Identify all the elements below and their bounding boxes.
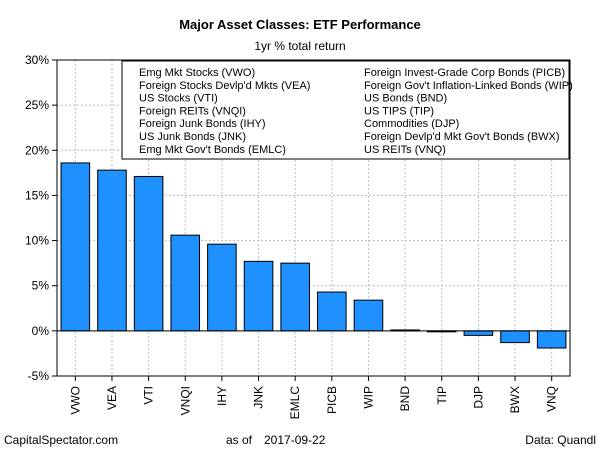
legend-entry: US TIPS (TIP) [364,105,434,117]
bar-ihy [207,243,237,332]
footer-source: CapitalSpectator.com [4,433,118,447]
legend-entry: US Junk Bonds (JNK) [139,131,246,143]
bar-vwo [60,162,91,332]
bar-wip [353,299,384,332]
bar-series [60,162,567,349]
x-tick-label: VNQ [545,386,559,412]
bar-djp [463,330,494,336]
y-tick-label: 10% [25,234,49,248]
bar-vnq [536,330,567,349]
legend: Emg Mkt Stocks (VWO)Foreign Stocks Devlp… [121,60,573,160]
bar-emlc [280,262,310,332]
legend-entry: Commodities (DJP) [364,118,459,130]
x-tick-label: VNQI [178,386,192,415]
legend-entry: Foreign REITs (VNQI) [139,105,246,117]
footer-as-of-date: 2017-09-22 [264,433,326,447]
x-tick-label: VTI [142,386,156,405]
footer-as-of-label: as of [226,433,253,447]
bar-picb [317,291,347,332]
legend-entry: Foreign Devlp'd Mkt Gov't Bonds (BWX) [364,131,560,143]
x-tick-label: VEA [105,386,119,410]
bar-vnqi [170,234,201,332]
x-tick-label: BND [398,386,412,412]
bar-vea [97,169,127,332]
legend-entry: Foreign Gov't Inflation-Linked Bonds (WI… [364,80,573,92]
x-axis: VWO VEA VTI VNQI IHY JNK EMLC PICB WIP BND TIP DJP B… [68,376,559,420]
legend-entry: Foreign Stocks Devlp'd Mkts (VEA) [139,80,310,92]
y-tick-label: 5% [32,279,50,293]
footer-data-credit: Data: Quandl [525,433,596,447]
x-tick-label: BWX [508,386,522,413]
x-tick-label: DJP [471,386,485,409]
x-tick-label: JNK [252,386,266,409]
legend-box [121,60,570,160]
y-tick-label: 20% [25,143,49,157]
legend-entry: US Bonds (BND) [364,93,447,105]
chart-title: Major Asset Classes: ETF Performance [179,17,421,32]
x-tick-label: WIP [361,386,375,409]
x-tick-label: IHY [215,386,229,406]
bar-vti [133,175,164,332]
plot-frame [56,59,571,377]
y-tick-label: 30% [25,53,49,67]
x-tick-label: EMLC [288,386,302,420]
y-axis: -5% 0% 5% 10% 15% 20% 25% 30% [25,53,570,383]
x-tick-label: TIP [435,386,449,405]
bar-bwx [500,330,530,344]
legend-entry: US REITs (VNQ) [364,144,446,156]
legend-entry: Foreign Invest-Grade Corp Bonds (PICB) [364,67,565,79]
legend-entry: US Stocks (VTI) [139,93,218,105]
y-tick-label: 25% [25,98,49,112]
y-tick-label: 0% [32,324,50,338]
legend-entry: Emg Mkt Gov't Bonds (EMLC) [139,144,286,156]
legend-entry: Emg Mkt Stocks (VWO) [139,67,255,79]
y-tick-label: -5% [28,369,50,383]
x-tick-label: PICB [325,386,339,414]
legend-entry: Foreign Junk Bonds (IHY) [139,118,266,130]
x-tick-label: VWO [68,386,82,415]
y-tick-label: 15% [25,188,49,202]
bar-jnk [243,260,274,332]
chart-subtitle: 1yr % total return [254,39,345,53]
